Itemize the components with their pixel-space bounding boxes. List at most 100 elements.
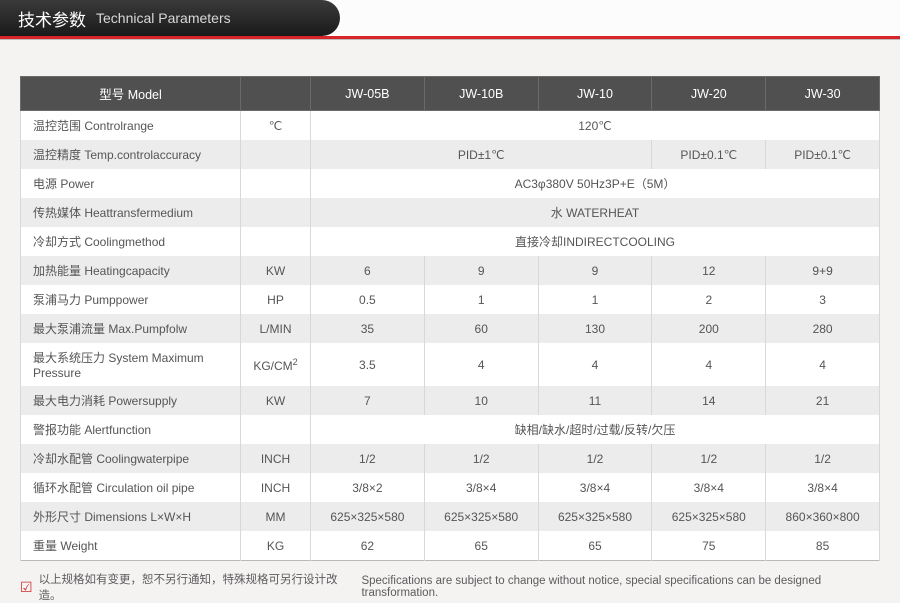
row-cell: 2 [652,285,766,314]
row-cell: 625×325×580 [311,502,425,531]
row-cell: PID±1℃ [311,140,652,169]
row-cell: 12 [652,256,766,285]
col-header-jw10: JW-10 [538,77,652,111]
section-header: 技术参数 Technical Parameters [0,0,900,36]
col-header-unit [241,77,311,111]
row-cell: 75 [652,531,766,561]
row-cell: 130 [538,314,652,343]
table-row: 警报功能 Alertfunction 缺相/缺水/超时/过载/反转/欠压 [21,415,880,444]
table-row: 加热能量 HeatingcapacityKW699129+9 [21,256,880,285]
col-header-jw20: JW-20 [652,77,766,111]
footnote-text-en: Specifications are subject to change wit… [361,575,880,599]
row-cell: 200 [652,314,766,343]
row-cell: 625×325×580 [652,502,766,531]
row-unit: KW [241,386,311,415]
row-cell: 60 [424,314,538,343]
table-row: 温控精度 Temp.controlaccuracyPID±1℃PID±0.1℃P… [21,140,880,169]
table-body: 温控范围 Controlrange℃120℃温控精度 Temp.controla… [21,111,880,561]
row-cell: 9+9 [766,256,880,285]
row-unit [241,169,311,198]
row-unit [241,415,311,444]
row-cell: 280 [766,314,880,343]
row-cell: 11 [538,386,652,415]
row-cell: 1/2 [424,444,538,473]
col-header-jw30: JW-30 [766,77,880,111]
row-cell: 3/8×4 [424,473,538,502]
row-cell: 水 WATERHEAT [311,198,880,227]
row-cell: 3/8×4 [766,473,880,502]
footnote-text-cn: 以上规格如有变更，恕不另行通知，特殊规格可另行设计改造。 [39,571,348,603]
table-header-row: 型号 Model JW-05B JW-10B JW-10 JW-20 JW-30 [21,77,880,111]
row-unit: ℃ [241,111,311,141]
row-cell: 缺相/缺水/超时/过载/反转/欠压 [311,415,880,444]
table-row: 外形尺寸 Dimensions L×W×HMM625×325×580625×32… [21,502,880,531]
row-cell: 1/2 [538,444,652,473]
row-cell: 625×325×580 [538,502,652,531]
table-row: 重量 WeightKG6265657585 [21,531,880,561]
row-label: 冷却方式 Coolingmethod [21,227,241,256]
row-cell: 3 [766,285,880,314]
table-row: 最大电力消耗 PowersupplyKW710111421 [21,386,880,415]
row-label: 温控范围 Controlrange [21,111,241,141]
row-unit [241,198,311,227]
table-row: 电源 PowerAC3φ380V 50Hz3P+E（5M） [21,169,880,198]
row-unit: INCH [241,473,311,502]
row-cell: 860×360×800 [766,502,880,531]
row-unit: KG/CM2 [241,343,311,386]
row-unit: MM [241,502,311,531]
row-label: 最大系统压力 System Maximum Pressure [21,343,241,386]
row-cell: PID±0.1℃ [766,140,880,169]
row-label: 冷却水配管 Coolingwaterpipe [21,444,241,473]
row-label: 加热能量 Heatingcapacity [21,256,241,285]
row-unit: HP [241,285,311,314]
row-cell: 120℃ [311,111,880,141]
row-cell: 65 [538,531,652,561]
header-title-en: Technical Parameters [96,10,231,26]
row-label: 最大泵浦流量 Max.Pumpfolw [21,314,241,343]
row-cell: 3/8×4 [538,473,652,502]
row-label: 电源 Power [21,169,241,198]
row-cell: 9 [538,256,652,285]
row-cell: 1 [538,285,652,314]
row-label: 警报功能 Alertfunction [21,415,241,444]
row-cell: 21 [766,386,880,415]
table-row: 循环水配管 Circulation oil pipeINCH3/8×23/8×4… [21,473,880,502]
row-cell: 4 [652,343,766,386]
row-cell: 14 [652,386,766,415]
header-title-cn: 技术参数 [18,6,86,31]
row-cell: 3/8×4 [652,473,766,502]
table-row: 最大泵浦流量 Max.PumpfolwL/MIN3560130200280 [21,314,880,343]
row-unit [241,140,311,169]
row-unit: L/MIN [241,314,311,343]
row-cell: 3/8×2 [311,473,425,502]
row-cell: 4 [538,343,652,386]
row-cell: PID±0.1℃ [652,140,766,169]
table-row: 最大系统压力 System Maximum PressureKG/CM23.54… [21,343,880,386]
row-cell: 10 [424,386,538,415]
col-header-jw10b: JW-10B [424,77,538,111]
header-tab: 技术参数 Technical Parameters [0,0,340,36]
row-cell: 1 [424,285,538,314]
row-label: 重量 Weight [21,531,241,561]
parameters-table-wrap: 型号 Model JW-05B JW-10B JW-10 JW-20 JW-30… [20,76,880,561]
row-cell: 9 [424,256,538,285]
col-header-model: 型号 Model [21,77,241,111]
row-unit: KW [241,256,311,285]
row-label: 外形尺寸 Dimensions L×W×H [21,502,241,531]
row-unit [241,227,311,256]
table-row: 冷却水配管 CoolingwaterpipeINCH1/21/21/21/21/… [21,444,880,473]
row-cell: 直接冷却INDIRECTCOOLING [311,227,880,256]
row-cell: 1/2 [652,444,766,473]
row-label: 泵浦马力 Pumppower [21,285,241,314]
table-row: 泵浦马力 PumppowerHP0.51123 [21,285,880,314]
row-cell: 65 [424,531,538,561]
footnote: ☑ 以上规格如有变更，恕不另行通知，特殊规格可另行设计改造。 Specifica… [20,571,880,603]
row-cell: 1/2 [311,444,425,473]
table-row: 温控范围 Controlrange℃120℃ [21,111,880,141]
col-header-jw05b: JW-05B [311,77,425,111]
row-label: 温控精度 Temp.controlaccuracy [21,140,241,169]
row-label: 最大电力消耗 Powersupply [21,386,241,415]
row-cell: 62 [311,531,425,561]
checkmark-icon: ☑ [20,579,33,596]
row-cell: 4 [766,343,880,386]
